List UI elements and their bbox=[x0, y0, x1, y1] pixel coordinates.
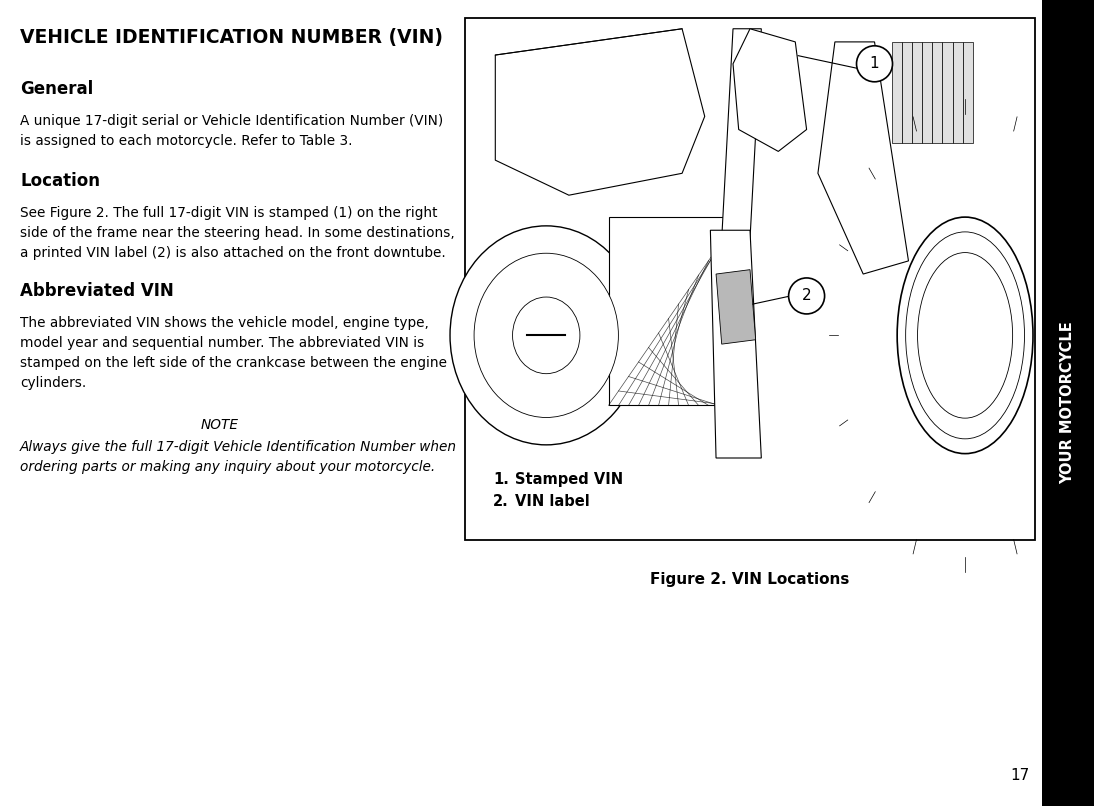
Text: om02126: om02126 bbox=[475, 32, 528, 42]
Polygon shape bbox=[722, 29, 761, 239]
Polygon shape bbox=[912, 42, 922, 143]
Bar bbox=[465, 18, 1035, 540]
Text: Location: Location bbox=[20, 172, 100, 190]
Text: General: General bbox=[20, 80, 93, 98]
Polygon shape bbox=[901, 42, 912, 143]
Bar bbox=[467, 20, 1033, 458]
Ellipse shape bbox=[897, 217, 1033, 454]
Text: Figure 2. VIN Locations: Figure 2. VIN Locations bbox=[650, 572, 850, 587]
Text: 1: 1 bbox=[870, 56, 880, 71]
Polygon shape bbox=[892, 42, 901, 143]
Polygon shape bbox=[942, 42, 953, 143]
Text: Abbreviated VIN: Abbreviated VIN bbox=[20, 282, 174, 300]
Text: 1.: 1. bbox=[493, 472, 509, 487]
Text: 2.: 2. bbox=[493, 494, 509, 509]
Text: Always give the full 17-digit Vehicle Identification Number when
ordering parts : Always give the full 17-digit Vehicle Id… bbox=[20, 440, 457, 474]
Polygon shape bbox=[717, 270, 756, 344]
Polygon shape bbox=[733, 29, 806, 152]
Text: 2: 2 bbox=[802, 289, 812, 303]
Text: VIN label: VIN label bbox=[515, 494, 590, 509]
Polygon shape bbox=[496, 29, 705, 195]
Ellipse shape bbox=[474, 253, 618, 418]
Text: 17: 17 bbox=[1011, 768, 1029, 783]
Text: NOTE: NOTE bbox=[201, 418, 238, 432]
Text: A unique 17-digit serial or Vehicle Identification Number (VIN)
is assigned to e: A unique 17-digit serial or Vehicle Iden… bbox=[20, 114, 443, 148]
Circle shape bbox=[789, 278, 825, 314]
Polygon shape bbox=[710, 231, 761, 458]
Polygon shape bbox=[922, 42, 932, 143]
Ellipse shape bbox=[918, 252, 1013, 418]
Polygon shape bbox=[932, 42, 942, 143]
Text: VEHICLE IDENTIFICATION NUMBER (VIN): VEHICLE IDENTIFICATION NUMBER (VIN) bbox=[20, 28, 443, 47]
Text: Stamped VIN: Stamped VIN bbox=[515, 472, 624, 487]
Text: YOUR MOTORCYCLE: YOUR MOTORCYCLE bbox=[1060, 322, 1075, 484]
Text: The abbreviated VIN shows the vehicle model, engine type,
model year and sequent: The abbreviated VIN shows the vehicle mo… bbox=[20, 316, 447, 390]
Bar bbox=[608, 217, 738, 405]
Circle shape bbox=[857, 46, 893, 81]
Text: See Figure 2. The full 17-digit VIN is stamped (1) on the right
side of the fram: See Figure 2. The full 17-digit VIN is s… bbox=[20, 206, 455, 260]
Polygon shape bbox=[963, 42, 973, 143]
Bar bbox=[1041, 0, 1094, 806]
Polygon shape bbox=[818, 42, 908, 274]
Ellipse shape bbox=[906, 232, 1024, 438]
Ellipse shape bbox=[450, 226, 642, 445]
Polygon shape bbox=[953, 42, 963, 143]
Ellipse shape bbox=[513, 297, 580, 374]
